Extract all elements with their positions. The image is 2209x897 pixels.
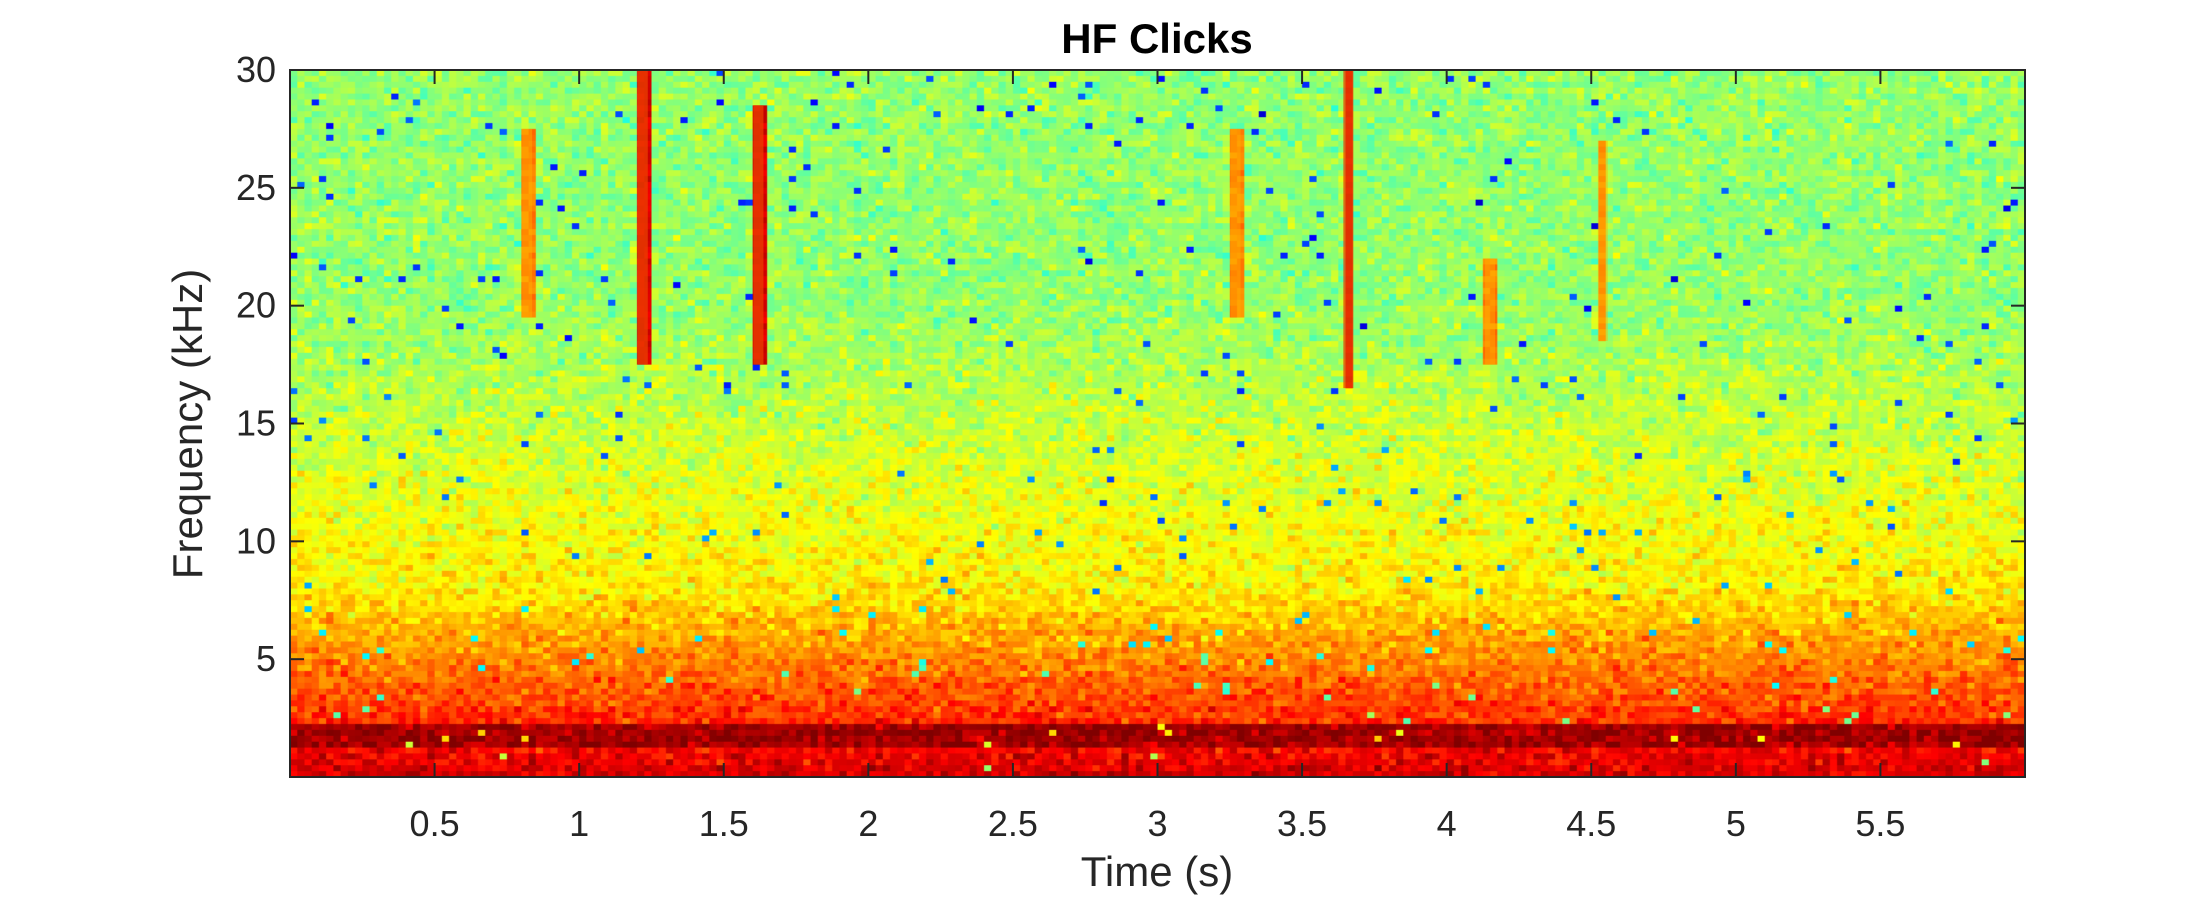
y-tick-label: 20 [236, 285, 276, 326]
x-tick-label: 4.5 [1566, 803, 1616, 844]
x-tick-label: 2.5 [988, 803, 1038, 844]
x-axis: 0.5 1 1.5 2 2.5 3 3.5 4 4.5 5 5.5 [410, 70, 1905, 844]
spectrogram-image [290, 70, 2025, 777]
click-mark [1485, 258, 1496, 365]
x-tick-label: 4 [1437, 803, 1457, 844]
y-tick-label: 5 [256, 638, 276, 679]
click-mark [1343, 70, 1354, 389]
click-mark [1230, 128, 1241, 318]
x-tick-label: 1 [569, 803, 589, 844]
x-tick-label: 2 [858, 803, 878, 844]
spectrogram-plot-area [289, 69, 2026, 778]
y-tick-label: 10 [236, 520, 276, 561]
chart-title: HF Clicks [1061, 15, 1252, 62]
x-tick-label: 5 [1726, 803, 1746, 844]
x-tick-label: 0.5 [410, 803, 460, 844]
x-tick-label: 3 [1147, 803, 1167, 844]
y-tick-label: 25 [236, 167, 276, 208]
click-mark [753, 105, 764, 365]
x-tick-label: 3.5 [1277, 803, 1327, 844]
y-axis-label: Frequency (kHz) [164, 269, 211, 579]
click-mark [637, 70, 648, 365]
y-tick-label: 30 [236, 49, 276, 90]
x-tick-label: 5.5 [1855, 803, 1905, 844]
click-mark [1597, 140, 1608, 342]
y-tick-label: 15 [236, 403, 276, 444]
click-marks [522, 70, 1608, 389]
x-tick-label: 1.5 [699, 803, 749, 844]
x-axis-label: Time (s) [1081, 848, 1233, 895]
click-mark [522, 128, 533, 318]
y-axis: 5 10 15 20 25 30 [236, 49, 2025, 679]
